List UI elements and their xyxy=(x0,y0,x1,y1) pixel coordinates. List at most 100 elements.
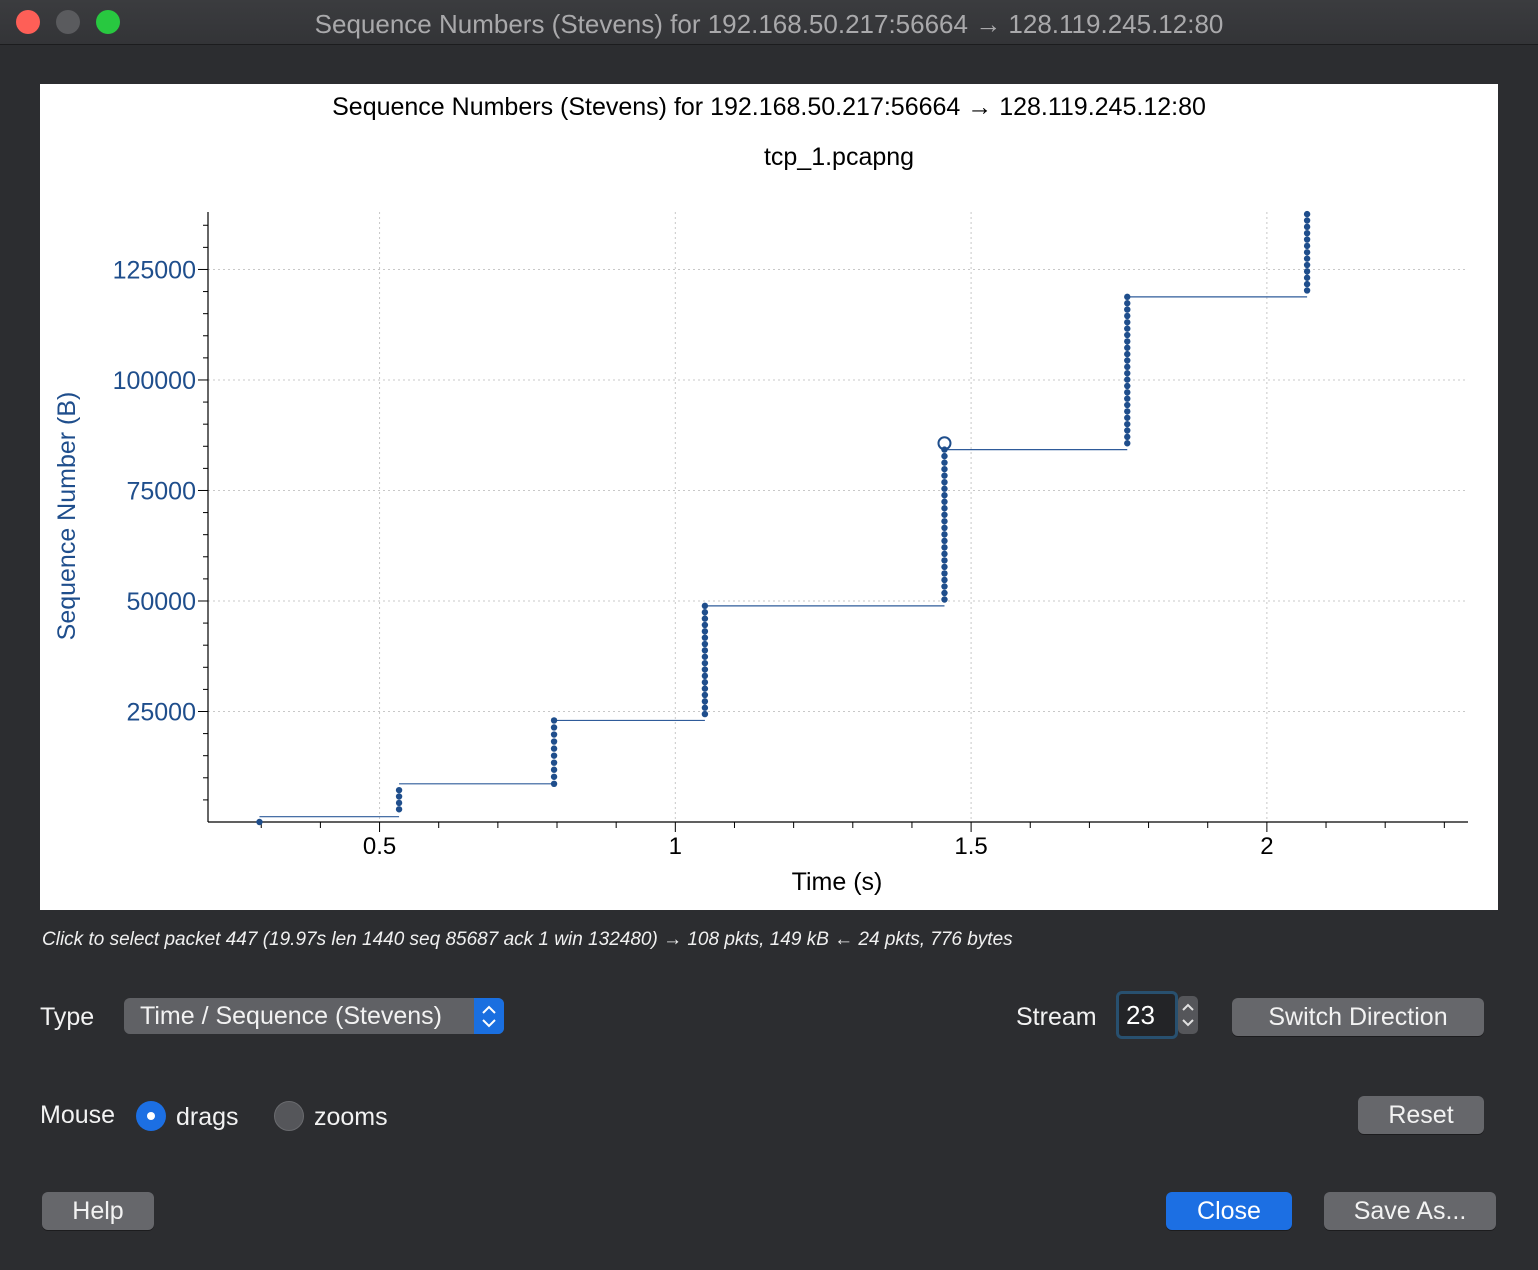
packet-hint-text: Click to select packet 447 (19.97s len 1… xyxy=(42,929,1013,950)
drags-label[interactable]: drags xyxy=(176,1103,239,1131)
sequence-point xyxy=(941,524,948,532)
sequence-point xyxy=(701,672,709,680)
sequence-point xyxy=(1303,229,1311,237)
sequence-point xyxy=(1124,395,1131,402)
sequence-point xyxy=(701,628,709,635)
sequence-point xyxy=(1303,255,1311,262)
sequence-point xyxy=(1124,376,1131,383)
sequence-point xyxy=(395,793,403,800)
stream-label: Stream xyxy=(1016,1003,1097,1031)
sequence-point xyxy=(701,659,709,667)
drags-radio[interactable] xyxy=(136,1101,166,1131)
sequence-point xyxy=(1124,306,1131,313)
sequence-point xyxy=(1124,325,1131,332)
window-zoom-button[interactable] xyxy=(96,10,120,34)
stream-stepper[interactable] xyxy=(1178,996,1198,1034)
sequence-point xyxy=(941,511,948,518)
sequence-point xyxy=(701,698,709,705)
type-label: Type xyxy=(40,1003,95,1031)
sequence-point xyxy=(550,773,558,780)
sequence-point xyxy=(941,459,948,466)
sequence-point xyxy=(1124,363,1131,371)
sequence-point xyxy=(1303,268,1311,275)
sequence-point xyxy=(395,786,403,794)
sequence-point xyxy=(941,544,948,551)
sequence-point xyxy=(1124,357,1131,364)
sequence-point xyxy=(1124,414,1131,421)
x-axis-label: Time (s) xyxy=(792,868,883,896)
sequence-point xyxy=(1124,338,1131,345)
close-button[interactable]: Close xyxy=(1166,1192,1292,1230)
sequence-point xyxy=(550,738,558,745)
graph-plot-area[interactable]: Sequence Numbers (Stevens) for 192.168.5… xyxy=(40,84,1498,910)
window-close-button[interactable] xyxy=(16,10,40,34)
sequence-point xyxy=(1303,261,1311,269)
mouse-label: Mouse xyxy=(40,1101,116,1129)
sequence-point xyxy=(1303,210,1311,218)
sequence-point xyxy=(1124,293,1131,301)
sequence-point xyxy=(550,745,558,752)
x-tick-label: 1 xyxy=(669,833,682,860)
sequence-point xyxy=(1124,344,1131,351)
y-tick-label: 100000 xyxy=(113,367,196,395)
sequence-point xyxy=(1124,312,1131,320)
sequence-point xyxy=(701,691,709,699)
sequence-point xyxy=(550,780,558,788)
sequence-point xyxy=(1124,350,1131,358)
sequence-point xyxy=(1124,401,1131,409)
sequence-point xyxy=(1124,433,1131,441)
sequence-point xyxy=(941,452,948,460)
sequence-point xyxy=(701,621,709,629)
sequence-point xyxy=(1303,217,1311,224)
sequence-point xyxy=(941,465,948,473)
sequence-point xyxy=(1303,236,1311,243)
chart-title: Sequence Numbers (Stevens) for 192.168.5… xyxy=(332,93,1206,121)
graph-type-select[interactable]: Time / Sequence (Stevens) xyxy=(124,998,504,1034)
sequence-point xyxy=(701,647,709,654)
sequence-point xyxy=(701,640,709,648)
switch-direction-button[interactable]: Switch Direction xyxy=(1232,998,1484,1036)
sequence-point xyxy=(941,570,948,577)
chart-subtitle: tcp_1.pcapng xyxy=(764,143,914,171)
sequence-point xyxy=(550,766,558,773)
sequence-point xyxy=(1124,331,1131,339)
sequence-point xyxy=(1124,440,1131,447)
sequence-point xyxy=(701,609,709,616)
sequence-point xyxy=(701,634,709,641)
sequence-point xyxy=(941,498,948,505)
sequence-point xyxy=(701,704,709,711)
ack-step-lines xyxy=(259,296,1308,818)
y-tick-label: 50000 xyxy=(126,588,196,616)
sequence-point xyxy=(701,685,709,692)
save-as-button[interactable]: Save As... xyxy=(1324,1192,1496,1230)
chart-grid xyxy=(208,212,1468,822)
sequence-point xyxy=(395,806,403,813)
sequence-point xyxy=(1124,427,1131,434)
window-minimize-button[interactable] xyxy=(56,10,80,34)
sequence-point xyxy=(941,557,948,564)
stream-number-input[interactable]: 23 xyxy=(1116,991,1178,1039)
sequence-point xyxy=(941,583,948,590)
sequence-point xyxy=(550,759,558,766)
sequence-point xyxy=(701,666,709,673)
reset-button[interactable]: Reset xyxy=(1358,1096,1484,1134)
sequence-point xyxy=(701,602,709,610)
sequence-point xyxy=(1124,382,1131,390)
sequence-chart[interactable]: Sequence Numbers (Stevens) for 192.168.5… xyxy=(40,84,1498,910)
zooms-label[interactable]: zooms xyxy=(314,1103,388,1131)
sequence-point xyxy=(550,752,558,759)
data-points xyxy=(256,210,1311,826)
help-button[interactable]: Help xyxy=(42,1192,154,1230)
sequence-point xyxy=(550,717,558,724)
sequence-point xyxy=(1124,319,1131,326)
sequence-point xyxy=(941,472,948,479)
x-tick-label: 0.5 xyxy=(363,833,396,860)
zooms-radio[interactable] xyxy=(274,1101,304,1131)
select-arrows-icon xyxy=(474,998,504,1034)
sequence-point xyxy=(941,563,948,571)
x-tick-label: 1.5 xyxy=(954,833,987,860)
sequence-point xyxy=(941,505,948,512)
sequence-point xyxy=(550,731,558,738)
sequence-point xyxy=(941,596,948,603)
y-tick-label: 75000 xyxy=(126,477,196,505)
